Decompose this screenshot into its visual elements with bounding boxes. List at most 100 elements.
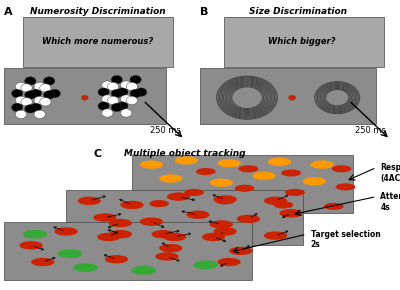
Circle shape <box>280 209 303 218</box>
Circle shape <box>120 81 132 89</box>
Circle shape <box>324 203 344 210</box>
Circle shape <box>31 258 54 266</box>
Circle shape <box>196 168 216 175</box>
Circle shape <box>126 96 138 105</box>
Text: B: B <box>200 7 208 17</box>
Circle shape <box>23 230 47 239</box>
Text: C: C <box>93 149 101 159</box>
Circle shape <box>214 227 237 235</box>
Circle shape <box>34 96 45 105</box>
Circle shape <box>117 88 128 96</box>
Circle shape <box>15 96 26 105</box>
Circle shape <box>210 220 233 229</box>
Circle shape <box>49 89 60 98</box>
Circle shape <box>30 89 42 98</box>
Circle shape <box>102 109 113 117</box>
Circle shape <box>285 189 305 196</box>
Circle shape <box>12 89 23 98</box>
Circle shape <box>155 252 178 261</box>
Circle shape <box>130 89 141 98</box>
Circle shape <box>78 197 101 205</box>
Circle shape <box>210 179 233 187</box>
Text: 250 ms: 250 ms <box>150 126 181 135</box>
Text: Which more numerous?: Which more numerous? <box>42 37 154 46</box>
Circle shape <box>109 219 132 227</box>
Circle shape <box>25 105 36 113</box>
Circle shape <box>274 202 293 209</box>
Circle shape <box>252 172 276 180</box>
Circle shape <box>107 96 119 105</box>
Circle shape <box>159 174 182 183</box>
Circle shape <box>132 266 156 275</box>
Text: Response
(4ACF): Response (4ACF) <box>380 163 400 183</box>
Bar <box>66 190 303 245</box>
Circle shape <box>111 103 122 112</box>
Circle shape <box>40 84 51 92</box>
Circle shape <box>54 227 78 235</box>
Circle shape <box>97 233 120 241</box>
Circle shape <box>30 103 42 112</box>
Circle shape <box>120 109 132 117</box>
Bar <box>4 222 252 280</box>
Text: A: A <box>4 7 13 17</box>
Circle shape <box>202 233 225 241</box>
Circle shape <box>152 230 175 238</box>
Circle shape <box>105 255 128 263</box>
Circle shape <box>175 156 198 165</box>
Circle shape <box>229 247 252 255</box>
Circle shape <box>218 258 241 266</box>
Bar <box>4 68 166 124</box>
Circle shape <box>21 98 32 106</box>
Circle shape <box>98 88 109 96</box>
Circle shape <box>184 189 204 196</box>
Circle shape <box>25 77 36 85</box>
Circle shape <box>149 200 169 207</box>
Circle shape <box>264 231 287 240</box>
Text: Size Discrimination: Size Discrimination <box>249 7 347 16</box>
Bar <box>224 17 384 67</box>
Circle shape <box>109 230 132 238</box>
Circle shape <box>111 75 122 84</box>
Circle shape <box>73 263 98 272</box>
Text: Which bigger?: Which bigger? <box>268 37 336 46</box>
Circle shape <box>34 82 45 91</box>
Circle shape <box>25 91 36 99</box>
Circle shape <box>126 82 138 91</box>
Circle shape <box>15 110 26 119</box>
Text: Multiple object tracking: Multiple object tracking <box>124 149 246 158</box>
Circle shape <box>237 215 260 223</box>
Circle shape <box>281 169 301 177</box>
Circle shape <box>159 244 182 252</box>
Circle shape <box>58 249 82 258</box>
Bar <box>132 155 353 213</box>
Circle shape <box>214 195 237 204</box>
Circle shape <box>186 211 210 219</box>
Circle shape <box>136 88 147 96</box>
Circle shape <box>235 185 254 192</box>
Circle shape <box>117 102 128 110</box>
Circle shape <box>21 84 32 92</box>
Circle shape <box>111 89 122 98</box>
Circle shape <box>336 183 355 191</box>
Circle shape <box>288 95 296 100</box>
Circle shape <box>268 158 291 166</box>
Circle shape <box>102 81 113 89</box>
Circle shape <box>120 95 132 103</box>
Text: 250 ms: 250 ms <box>355 126 386 135</box>
Circle shape <box>120 201 144 209</box>
Circle shape <box>93 213 116 222</box>
Circle shape <box>218 159 241 167</box>
Circle shape <box>44 91 55 99</box>
Circle shape <box>310 160 334 169</box>
Circle shape <box>140 218 163 226</box>
Circle shape <box>163 233 186 241</box>
Circle shape <box>238 165 258 172</box>
Bar <box>200 68 376 124</box>
Circle shape <box>130 75 141 84</box>
Circle shape <box>15 82 26 91</box>
Circle shape <box>44 77 55 85</box>
Circle shape <box>20 241 43 249</box>
Circle shape <box>140 160 163 169</box>
Circle shape <box>167 193 190 201</box>
Text: Numerosity Discrimination: Numerosity Discrimination <box>30 7 166 16</box>
